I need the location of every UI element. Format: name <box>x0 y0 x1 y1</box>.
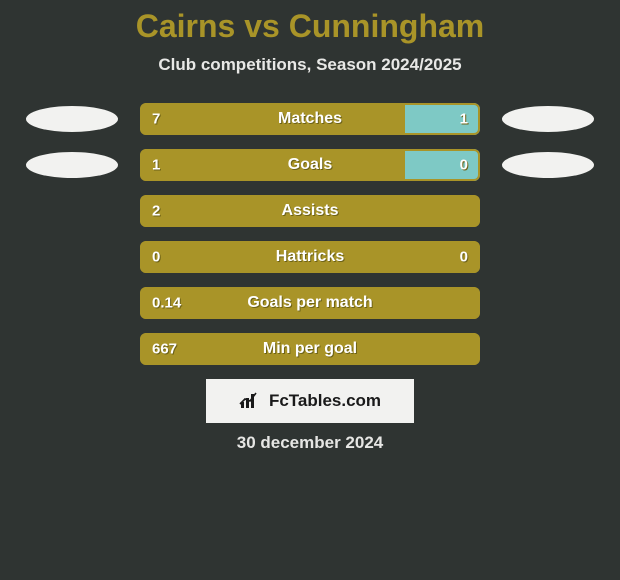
stat-value-left: 7 <box>152 111 160 128</box>
stat-rows: 7 1 Matches 1 0 Goals 2 Assists 0 0 Hattricks 0.14 G… <box>0 103 620 365</box>
stat-value-left: 2 <box>152 203 160 220</box>
bar-segment-left <box>140 103 405 135</box>
date-line: 30 december 2024 <box>0 433 620 453</box>
stat-bar: 2 Assists <box>140 195 480 227</box>
stat-label: Hattricks <box>276 248 344 266</box>
stat-row: 667 Min per goal <box>0 333 620 365</box>
player-oval-left <box>26 106 118 132</box>
stat-value-left: 667 <box>152 341 177 358</box>
stat-value-left: 0.14 <box>152 295 181 312</box>
title-vs: vs <box>235 8 288 44</box>
player-oval-right <box>502 152 594 178</box>
stat-bar: 0 0 Hattricks <box>140 241 480 273</box>
subtitle: Club competitions, Season 2024/2025 <box>0 55 620 75</box>
stat-value-left: 0 <box>152 249 160 266</box>
player-oval-right <box>502 106 594 132</box>
stat-value-right: 0 <box>460 249 468 266</box>
stat-bar: 0.14 Goals per match <box>140 287 480 319</box>
stat-row: 2 Assists <box>0 195 620 227</box>
title-player-right: Cunningham <box>289 8 485 44</box>
title: Cairns vs Cunningham <box>0 8 620 45</box>
stat-label: Goals <box>288 156 332 174</box>
stat-row: 1 0 Goals <box>0 149 620 181</box>
footer-badge: FcTables.com <box>206 379 414 423</box>
stat-bar: 7 1 Matches <box>140 103 480 135</box>
bar-segment-right <box>405 103 480 135</box>
stat-row: 0.14 Goals per match <box>0 287 620 319</box>
stat-value-left: 1 <box>152 157 160 174</box>
stat-label: Assists <box>282 202 339 220</box>
stat-label: Min per goal <box>263 340 357 358</box>
chart-icon <box>239 392 263 410</box>
stat-value-right: 1 <box>460 111 468 128</box>
bar-segment-left <box>140 149 405 181</box>
stat-bar: 1 0 Goals <box>140 149 480 181</box>
stat-value-right: 0 <box>460 157 468 174</box>
footer-brand-text: FcTables.com <box>269 391 381 411</box>
player-oval-left <box>26 152 118 178</box>
stat-row: 7 1 Matches <box>0 103 620 135</box>
stat-label: Goals per match <box>247 294 372 312</box>
title-player-left: Cairns <box>136 8 236 44</box>
stat-row: 0 0 Hattricks <box>0 241 620 273</box>
comparison-card: Cairns vs Cunningham Club competitions, … <box>0 0 620 580</box>
stat-label: Matches <box>278 110 342 128</box>
bar-segment-right <box>405 149 480 181</box>
stat-bar: 667 Min per goal <box>140 333 480 365</box>
